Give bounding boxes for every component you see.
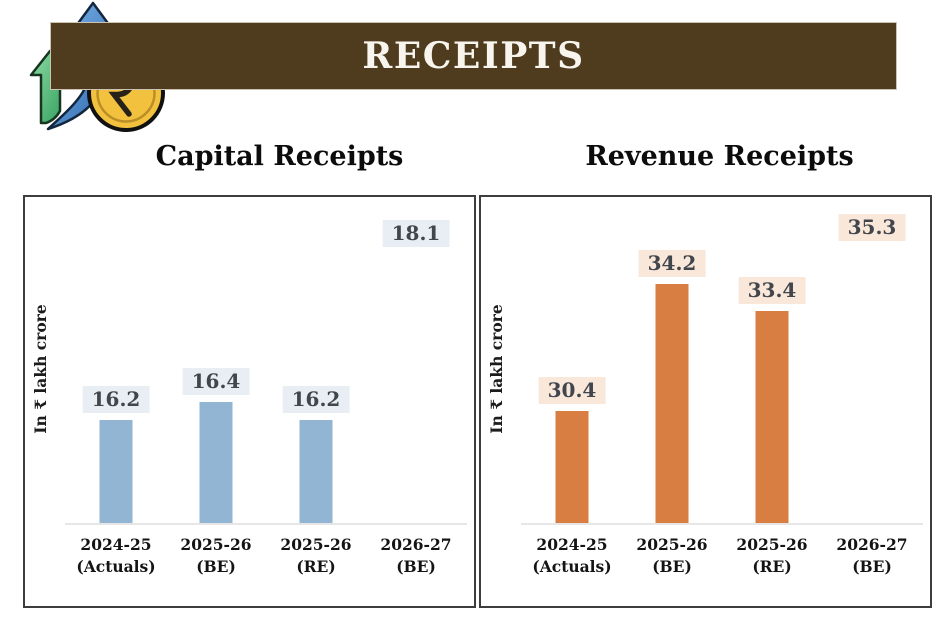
chart-title-revenue-receipts: Revenue Receipts [585, 141, 854, 172]
x-axis-line [521, 523, 923, 525]
x-axis-category-labels: 2024-25 (Actuals) 2025-26 (BE) 2025-26 (RE) 20… [522, 534, 922, 577]
bar [199, 402, 233, 524]
bar-group: 34.2 [622, 197, 722, 524]
y-axis-label: In ₹ lakh crore [487, 304, 506, 434]
page-title: RECEIPTS [362, 35, 585, 77]
value-label: 30.4 [538, 377, 606, 404]
value-label: 33.4 [738, 277, 806, 304]
value-label: 16.2 [82, 386, 150, 413]
category-label: 2024-25 (Actuals) [532, 535, 612, 576]
category-label: 2025-26 (BE) [180, 535, 252, 576]
y-axis-label: In ₹ lakh crore [31, 304, 50, 434]
category-label: 2026-27 (BE) [836, 535, 908, 576]
bar [755, 311, 789, 524]
value-label: 35.3 [838, 214, 906, 241]
category-label: 2026-27 (BE) [380, 535, 452, 576]
value-label: 34.2 [638, 250, 706, 277]
value-label: 16.4 [182, 368, 250, 395]
bar-group: 33.4 [722, 197, 822, 524]
category-label: 2025-26 (BE) [636, 535, 708, 576]
value-label: 16.2 [282, 386, 350, 413]
bar [99, 420, 133, 524]
x-axis-line [65, 523, 467, 525]
revenue-receipts-chart-panel: In ₹ lakh crore 30.4 34.2 33.4 35.3 2024-25… [479, 195, 932, 608]
bar-group: 35.3 [822, 197, 922, 524]
bar-group: 18.1 [366, 197, 466, 524]
bar-group: 30.4 [522, 197, 622, 524]
bar-group: 16.2 [66, 197, 166, 524]
plot-area: 16.2 16.4 16.2 18.1 [66, 197, 466, 524]
header-bar: RECEIPTS [50, 22, 897, 90]
bar [555, 411, 589, 524]
bar-dotted [399, 254, 433, 524]
category-label: 2025-26 (RE) [736, 535, 808, 576]
x-axis-category-labels: 2024-25 (Actuals) 2025-26 (BE) 2025-26 (RE) 20… [66, 534, 466, 577]
bar [655, 284, 689, 524]
capital-receipts-chart-panel: In ₹ lakh crore 16.2 16.4 16.2 18.1 2024-25… [23, 195, 476, 608]
bar-group: 16.2 [266, 197, 366, 524]
bar [299, 420, 333, 524]
chart-title-capital-receipts: Capital Receipts [155, 141, 404, 172]
category-label: 2025-26 (RE) [280, 535, 352, 576]
bar-dotted [855, 248, 889, 524]
category-label: 2024-25 (Actuals) [76, 535, 156, 576]
plot-area: 30.4 34.2 33.4 35.3 [522, 197, 922, 524]
value-label: 18.1 [382, 220, 450, 247]
bar-group: 16.4 [166, 197, 266, 524]
